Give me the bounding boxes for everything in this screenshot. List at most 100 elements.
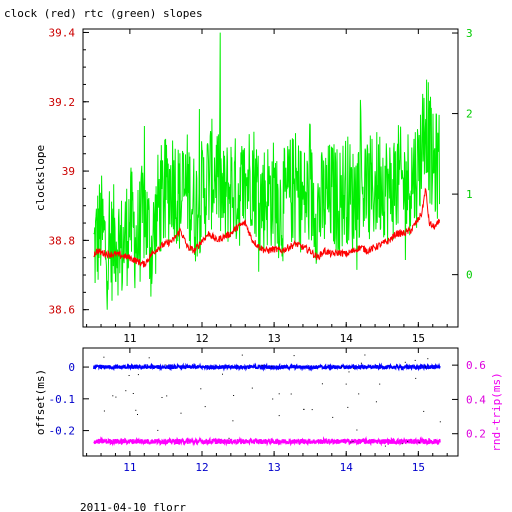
offset-outlier-dot <box>200 388 202 390</box>
offset-outlier-dot <box>232 420 234 422</box>
bottom-y2-axis-label: rnd-trip(ms) <box>490 372 503 451</box>
bottom-series-group <box>93 354 441 447</box>
bottom-x-tick-label: 11 <box>123 461 136 474</box>
offset-outlier-dot <box>364 354 366 356</box>
offset-outlier-dot <box>161 397 163 398</box>
roundtrip-series <box>93 435 441 447</box>
offset-series <box>93 362 441 372</box>
offset-outlier-dot <box>128 375 130 376</box>
offset-outlier-dot <box>137 374 139 376</box>
bottom-y-tick-label: -0.1 <box>49 393 76 406</box>
offset-outlier-dot <box>424 366 426 368</box>
offset-outlier-dot <box>103 410 105 412</box>
offset-outlier-dot <box>272 398 274 400</box>
top-chart-title: clock (red) rtc (green) slopes <box>4 7 203 20</box>
top-y-tick-label: 38.6 <box>49 304 76 317</box>
offset-outlier-dot <box>375 401 377 403</box>
offset-outlier-dot <box>278 415 280 417</box>
offset-outlier-dot <box>321 383 323 385</box>
top-series-group <box>93 32 440 310</box>
bottom-y2-tick-label: 0.4 <box>466 393 486 406</box>
offset-outlier-dot <box>404 361 406 363</box>
offset-outlier-dot <box>352 367 354 369</box>
offset-outlier-dot <box>414 359 416 361</box>
offset-outlier-dot <box>439 421 441 423</box>
clock-slope-series <box>93 187 440 268</box>
offset-outlier-dot <box>352 441 354 443</box>
offset-outlier-dot <box>348 371 350 373</box>
offset-outlier-dot <box>135 409 137 411</box>
offset-outlier-dot <box>115 396 117 398</box>
bottom-axis-ticks: 11 12 13 14 15 0 -0.1 -0.2 0.6 0.4 0.2 <box>49 348 486 474</box>
offset-outlier-dot <box>303 408 305 410</box>
offset-outlier-dot <box>241 354 243 356</box>
bottom-y2-tick-label: 0.6 <box>466 359 486 372</box>
rtc-slope-series <box>93 32 440 310</box>
top-y-axis-label: clockslope <box>34 145 47 211</box>
top-x-tick-label: 14 <box>340 332 354 345</box>
offset-outlier-dot <box>293 355 295 357</box>
bottom-y-axis-label: offset(ms) <box>34 369 47 435</box>
bottom-plot-frame <box>82 347 459 457</box>
top-plot-frame <box>82 28 459 328</box>
offset-outlier-dot <box>311 409 313 411</box>
bottom-y2-tick-label: 0.2 <box>466 428 486 441</box>
top-x-tick-label: 11 <box>123 332 136 345</box>
top-y-tick-label: 39.2 <box>49 96 76 109</box>
offset-outlier-dot <box>180 412 182 414</box>
offset-outlier-dot <box>132 393 134 394</box>
top-y-tick-label: 39.4 <box>49 26 76 39</box>
offset-outlier-dot <box>350 441 352 443</box>
offset-outlier-dot <box>427 358 429 360</box>
offset-outlier-dot <box>290 393 292 395</box>
offset-outlier-dot <box>204 406 206 408</box>
offset-outlier-dot <box>157 429 159 431</box>
top-y2-tick-label: 1 <box>466 188 473 201</box>
offset-outlier-dot <box>148 357 150 359</box>
top-y2-tick-label: 3 <box>466 27 473 40</box>
offset-outlier-dot <box>415 377 417 379</box>
offset-outlier-dot <box>423 410 425 412</box>
offset-outlier-dot <box>125 390 127 392</box>
offset-outlier-dot <box>407 440 409 442</box>
offset-outlier-dot <box>222 373 223 375</box>
offset-outlier-dot <box>112 395 114 397</box>
bottom-x-tick-label: 14 <box>340 461 354 474</box>
offset-outlier-dot <box>137 414 138 415</box>
offset-outlier-dot <box>251 387 253 389</box>
offset-outlier-dot <box>347 406 349 408</box>
offset-outlier-dot <box>379 383 381 385</box>
footer-date-host: 2011-04-10 florr <box>80 501 186 512</box>
offset-outlier-dot <box>356 429 358 431</box>
offset-outlier-dot <box>360 362 362 364</box>
offset-outlier-dot <box>233 395 235 396</box>
offset-outlier-dot <box>332 416 334 418</box>
offset-outlier-dot <box>345 383 347 385</box>
offset-outlier-dot <box>228 437 230 439</box>
offset-outlier-dot <box>261 365 263 366</box>
offset-outlier-dot <box>358 393 360 395</box>
bottom-x-tick-label: 12 <box>195 461 208 474</box>
bottom-y-tick-label: 0 <box>68 361 75 374</box>
offset-outlier-dot <box>401 443 403 445</box>
offset-outlier-dot <box>271 366 273 368</box>
bottom-x-tick-label: 15 <box>412 461 425 474</box>
offset-outlier-dot <box>384 445 386 447</box>
offset-outlier-dot <box>418 441 420 443</box>
bottom-chart: 11 12 13 14 15 0 -0.1 -0.2 0.6 0.4 0.2 <box>49 347 486 474</box>
top-y2-tick-label: 2 <box>466 108 473 121</box>
top-x-tick-label: 12 <box>195 332 208 345</box>
top-y2-tick-label: 0 <box>466 269 473 282</box>
top-x-tick-label: 15 <box>412 332 425 345</box>
offset-outlier-dot <box>165 364 167 366</box>
offset-outlier-dot <box>166 395 168 397</box>
top-y-tick-label: 39 <box>62 165 75 178</box>
bottom-y-tick-label: -0.2 <box>49 425 76 438</box>
offset-outlier-dot <box>103 356 105 358</box>
offset-outlier-dot <box>341 366 342 368</box>
top-x-tick-label: 13 <box>267 332 280 345</box>
offset-outlier-dot <box>278 393 280 395</box>
